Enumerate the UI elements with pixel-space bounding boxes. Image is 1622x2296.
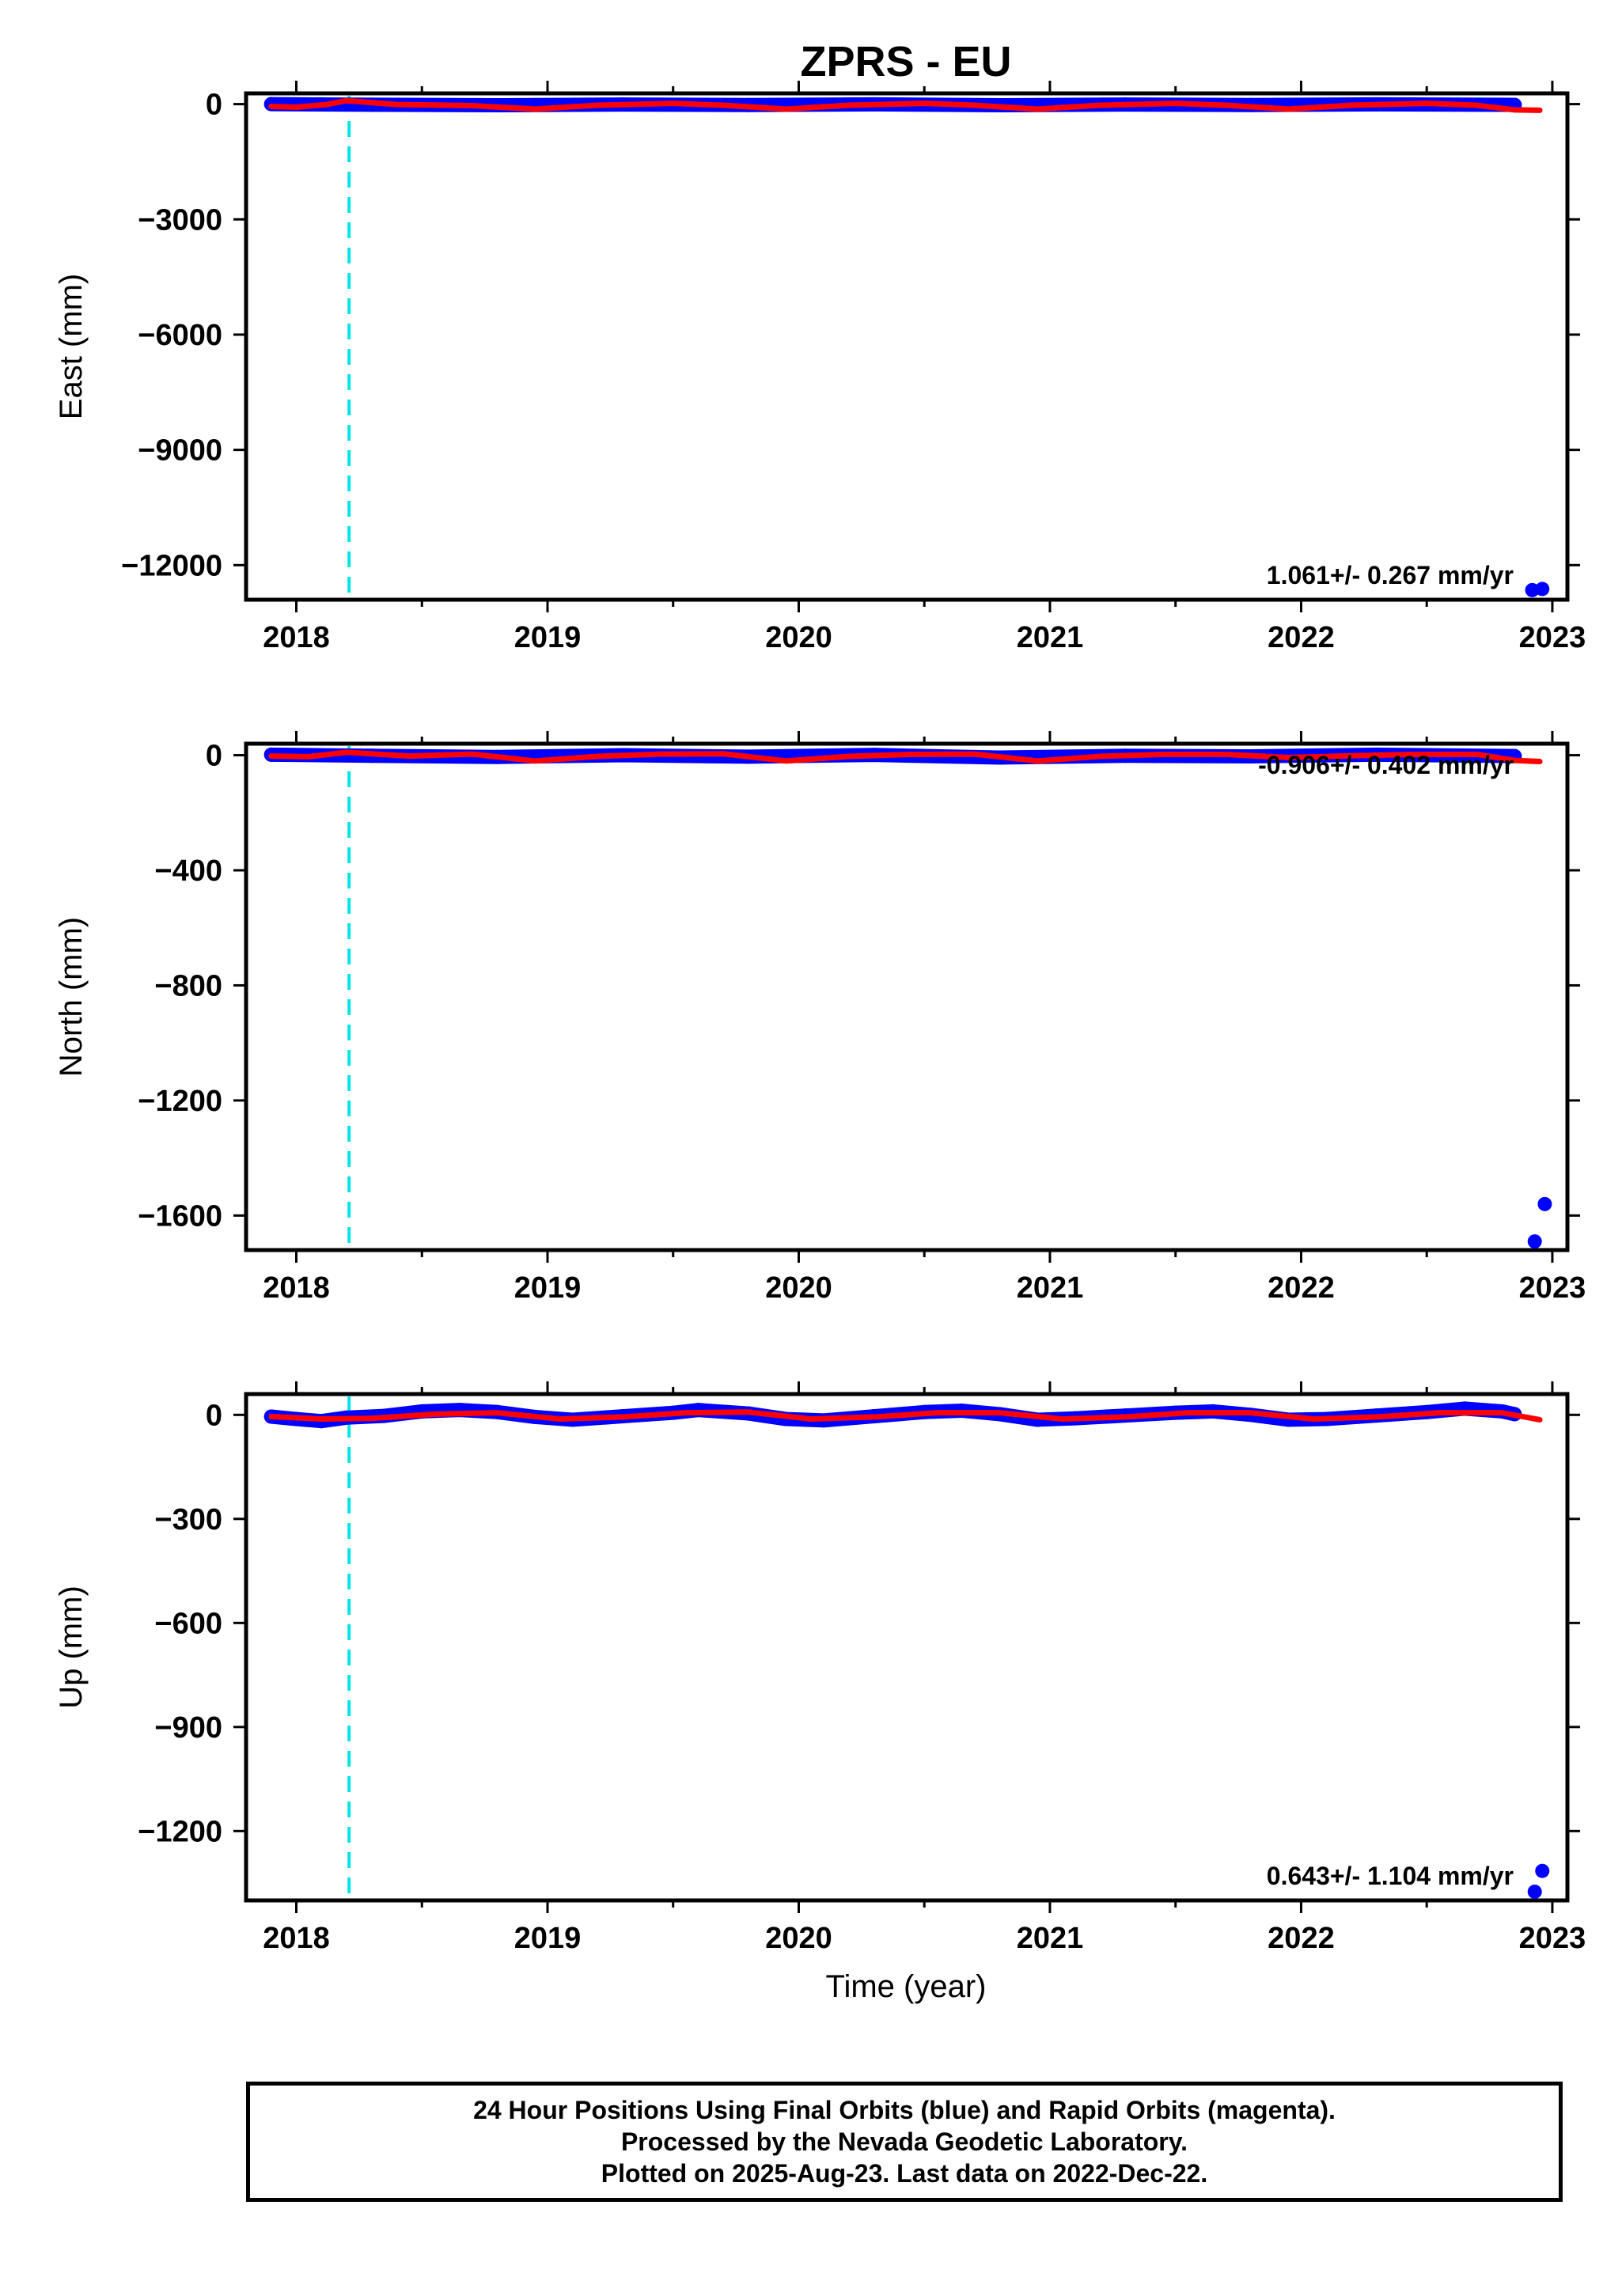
x-tick-label: 2019 xyxy=(514,1271,582,1305)
east-panel: 2018 2019 2020 2021 2022 2023 0 −3000 −6000 −9000… xyxy=(54,81,1586,654)
y-tick-label: 0 xyxy=(206,89,222,122)
x-tick-label: 2019 xyxy=(514,621,582,654)
data-point xyxy=(1527,1234,1542,1249)
velocity-annotation: 0.643+/- 1.104 mm/yr xyxy=(1267,1862,1514,1890)
x-tick-label: 2022 xyxy=(1268,1922,1335,1955)
y-tick-label: −300 xyxy=(154,1503,222,1536)
y-tick-label: −9000 xyxy=(138,434,222,468)
chart-title: ZPRS - EU xyxy=(800,38,1011,85)
model-fit-line xyxy=(268,1409,1543,1423)
y-tick-label: −12000 xyxy=(121,549,222,582)
x-tick-label: 2023 xyxy=(1519,621,1586,654)
y-tick-label: −600 xyxy=(154,1607,222,1640)
data-point xyxy=(1527,1885,1542,1900)
x-tick-label: 2018 xyxy=(263,621,330,654)
model-fit-line xyxy=(268,97,1543,113)
plot-frame xyxy=(244,741,1570,1252)
y-axis-label: North (mm) xyxy=(54,917,89,1077)
up-panel: 2018 2019 2020 2021 2022 2023 0 −300 −600 −900 −12… xyxy=(54,1381,1586,1955)
data-point xyxy=(1537,1196,1552,1211)
y-tick-label: −6000 xyxy=(138,319,222,352)
y-tick-label: −1200 xyxy=(138,1085,222,1118)
y-tick-label: −1200 xyxy=(138,1815,222,1848)
y-tick-label: 0 xyxy=(206,1399,222,1432)
x-tick-label: 2021 xyxy=(1017,1271,1084,1305)
x-tick-label: 2020 xyxy=(765,621,832,654)
data-point xyxy=(1535,582,1550,597)
y-tick-label: −3000 xyxy=(138,203,222,237)
footer-caption-box: 24 Hour Positions Using Final Orbits (bl… xyxy=(246,2082,1563,2202)
data-point xyxy=(1535,1863,1550,1878)
y-tick-label: −900 xyxy=(154,1711,222,1745)
x-tick-label: 2018 xyxy=(263,1922,330,1955)
x-tick-label: 2021 xyxy=(1017,621,1084,654)
y-tick-label: −1600 xyxy=(138,1199,222,1233)
y-axis-label: Up (mm) xyxy=(54,1586,89,1709)
y-tick-label: −800 xyxy=(154,969,222,1002)
x-tick-label: 2021 xyxy=(1017,1922,1084,1955)
footer-line-3: Plotted on 2025-Aug-23. Last data on 202… xyxy=(601,2159,1208,2188)
velocity-annotation: 1.061+/- 0.267 mm/yr xyxy=(1267,561,1514,589)
velocity-annotation: -0.906+/- 0.402 mm/yr xyxy=(1258,751,1514,779)
plot-frame xyxy=(244,91,1570,602)
y-axis-label: East (mm) xyxy=(54,274,89,419)
footer-line-1: 24 Hour Positions Using Final Orbits (bl… xyxy=(473,2096,1336,2124)
x-tick-label: 2023 xyxy=(1519,1922,1586,1955)
x-tick-label: 2020 xyxy=(765,1271,832,1305)
model-fit-line xyxy=(268,749,1543,765)
north-panel: 2018 2019 2020 2021 2022 2023 0 −400 −800 −1200 −1… xyxy=(54,731,1586,1305)
x-axis-label: Time (year) xyxy=(826,1969,987,2004)
x-tick-label: 2022 xyxy=(1268,621,1335,654)
x-tick-label: 2018 xyxy=(263,1271,330,1305)
gnss-time-series-figure: ZPRS - EU 2018 2019 2020 2021 2022 20230−3000… xyxy=(54,38,1586,2004)
plot-frame xyxy=(244,1392,1570,1903)
x-tick-label: 2023 xyxy=(1519,1271,1586,1305)
x-tick-label: 2020 xyxy=(765,1922,832,1955)
y-tick-label: 0 xyxy=(206,740,222,773)
y-tick-label: −400 xyxy=(154,854,222,888)
x-tick-label: 2019 xyxy=(514,1922,582,1955)
footer-line-2: Processed by the Nevada Geodetic Laborat… xyxy=(620,2127,1188,2156)
x-tick-label: 2022 xyxy=(1268,1271,1335,1305)
